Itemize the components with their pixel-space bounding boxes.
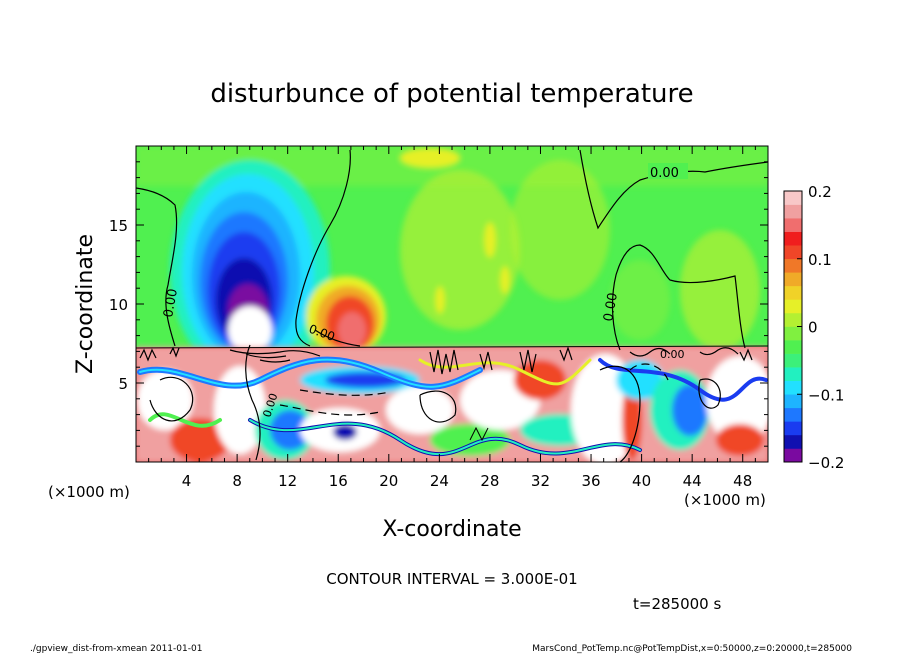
colorbar-swatch bbox=[784, 204, 802, 219]
contour-interval-text: CONTOUR INTERVAL = 3.000E-01 bbox=[326, 570, 577, 588]
contour-label: 0.00 bbox=[650, 166, 679, 181]
x-tick-label: 16 bbox=[329, 472, 348, 490]
y-tick-label: 5 bbox=[118, 375, 128, 393]
colorbar-swatch bbox=[784, 448, 802, 463]
y-axis-label: Z-coordinate bbox=[73, 234, 98, 374]
colorbar-swatch bbox=[784, 191, 802, 205]
colorbar-swatch bbox=[784, 340, 802, 354]
x-tick-label: 28 bbox=[480, 472, 499, 490]
y-tick-label: 15 bbox=[109, 217, 128, 235]
x-tick-label: 36 bbox=[581, 472, 600, 490]
x-unit-label-left: (×1000 m) bbox=[48, 483, 130, 501]
x-tick-label: 8 bbox=[232, 472, 242, 490]
footer-left: ./gpview_dist-from-xmean 2011-01-01 bbox=[30, 644, 202, 654]
colorbar-swatch bbox=[784, 380, 802, 395]
time-text: t=285000 s bbox=[633, 595, 721, 613]
contour-label: 0.00 bbox=[660, 348, 685, 361]
colorbar-swatch bbox=[784, 299, 802, 314]
x-axis-label: X-coordinate bbox=[382, 517, 521, 542]
x-axis: 4 8 12 16 20 24 28 32 36 40 44 48 bbox=[148, 146, 756, 490]
y-axis: 5 10 15 bbox=[109, 161, 768, 447]
colorbar-swatch bbox=[784, 218, 802, 232]
colorbar-swatch bbox=[784, 407, 802, 422]
colorbar-swatch bbox=[784, 367, 802, 381]
x-tick-label: 24 bbox=[430, 472, 449, 490]
colorbar-swatch bbox=[784, 312, 802, 327]
contour-lines bbox=[136, 149, 768, 462]
colorbar-ticks: 0.2 0.1 0 −0.1 −0.2 bbox=[797, 183, 844, 472]
contour-label: 0.00 bbox=[161, 288, 181, 319]
x-tick-label: 40 bbox=[632, 472, 651, 490]
footer-right: MarsCond_PotTemp.nc@PotTempDist,x=0:5000… bbox=[532, 644, 852, 654]
x-tick-label: 44 bbox=[683, 472, 702, 490]
colorbar-swatch bbox=[784, 394, 802, 409]
colorbar-swatch bbox=[784, 285, 802, 300]
colorbar-swatch bbox=[784, 258, 802, 273]
colorbar-swatch bbox=[784, 434, 802, 449]
colorbar-tick-label: 0.1 bbox=[808, 251, 832, 269]
colorbar-tick-label: −0.1 bbox=[808, 386, 844, 404]
colorbar-swatch bbox=[784, 421, 802, 436]
y-tick-label: 10 bbox=[109, 296, 128, 314]
x-tick-label: 48 bbox=[733, 472, 752, 490]
x-tick-label: 12 bbox=[278, 472, 297, 490]
colorbar-tick-label: 0.2 bbox=[808, 183, 832, 201]
lower-layer-field bbox=[136, 347, 768, 462]
x-tick-label: 20 bbox=[379, 472, 398, 490]
plot-area: 0.00 0.00 0.00 0.00 0.00 0.00 bbox=[136, 146, 768, 462]
colorbar-swatch bbox=[784, 231, 802, 246]
x-tick-label: 4 bbox=[182, 472, 192, 490]
chart-title: disturbunce of potential temperature bbox=[210, 79, 693, 109]
colorbar-swatch bbox=[784, 353, 802, 368]
colorbar-swatch bbox=[784, 245, 802, 260]
contour-label: 0.00 bbox=[601, 292, 621, 323]
x-unit-label-right: (×1000 m) bbox=[684, 491, 766, 509]
x-tick-label: 32 bbox=[531, 472, 550, 490]
colorbar-swatch bbox=[784, 326, 802, 341]
upper-layer-field bbox=[136, 146, 768, 380]
colorbar-tick-label: 0 bbox=[808, 319, 818, 337]
colorbar-swatch bbox=[784, 272, 802, 287]
colorbar-tick-label: −0.2 bbox=[808, 454, 844, 472]
colorbar bbox=[783, 190, 803, 463]
